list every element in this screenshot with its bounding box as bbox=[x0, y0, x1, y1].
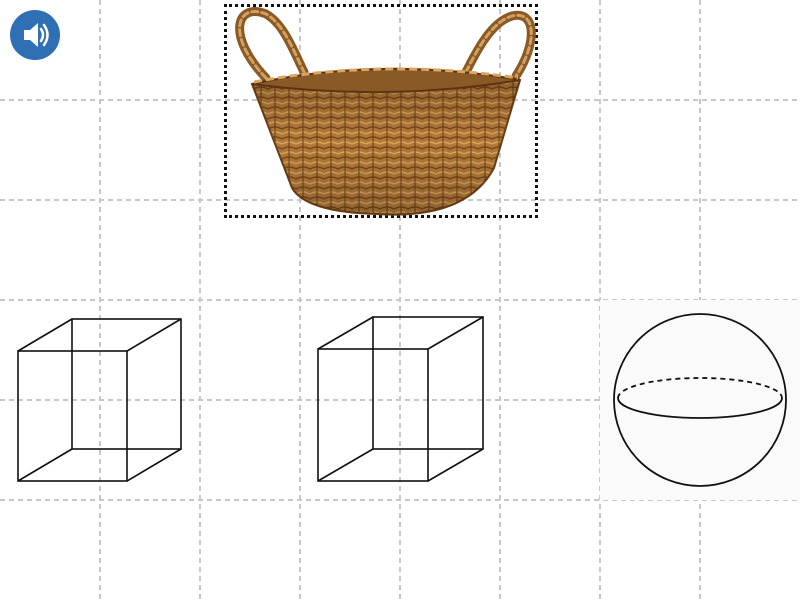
speaker-button[interactable] bbox=[10, 10, 60, 60]
basket-image bbox=[235, 7, 536, 216]
prompt-frame bbox=[224, 4, 538, 218]
sphere-icon bbox=[613, 313, 787, 487]
cube-choice-2[interactable] bbox=[300, 300, 500, 500]
cube-icon bbox=[17, 318, 182, 482]
sphere-choice[interactable] bbox=[600, 300, 800, 500]
speaker-icon bbox=[24, 23, 49, 47]
cube-icon bbox=[317, 316, 484, 482]
cube-choice-1[interactable] bbox=[0, 300, 200, 500]
